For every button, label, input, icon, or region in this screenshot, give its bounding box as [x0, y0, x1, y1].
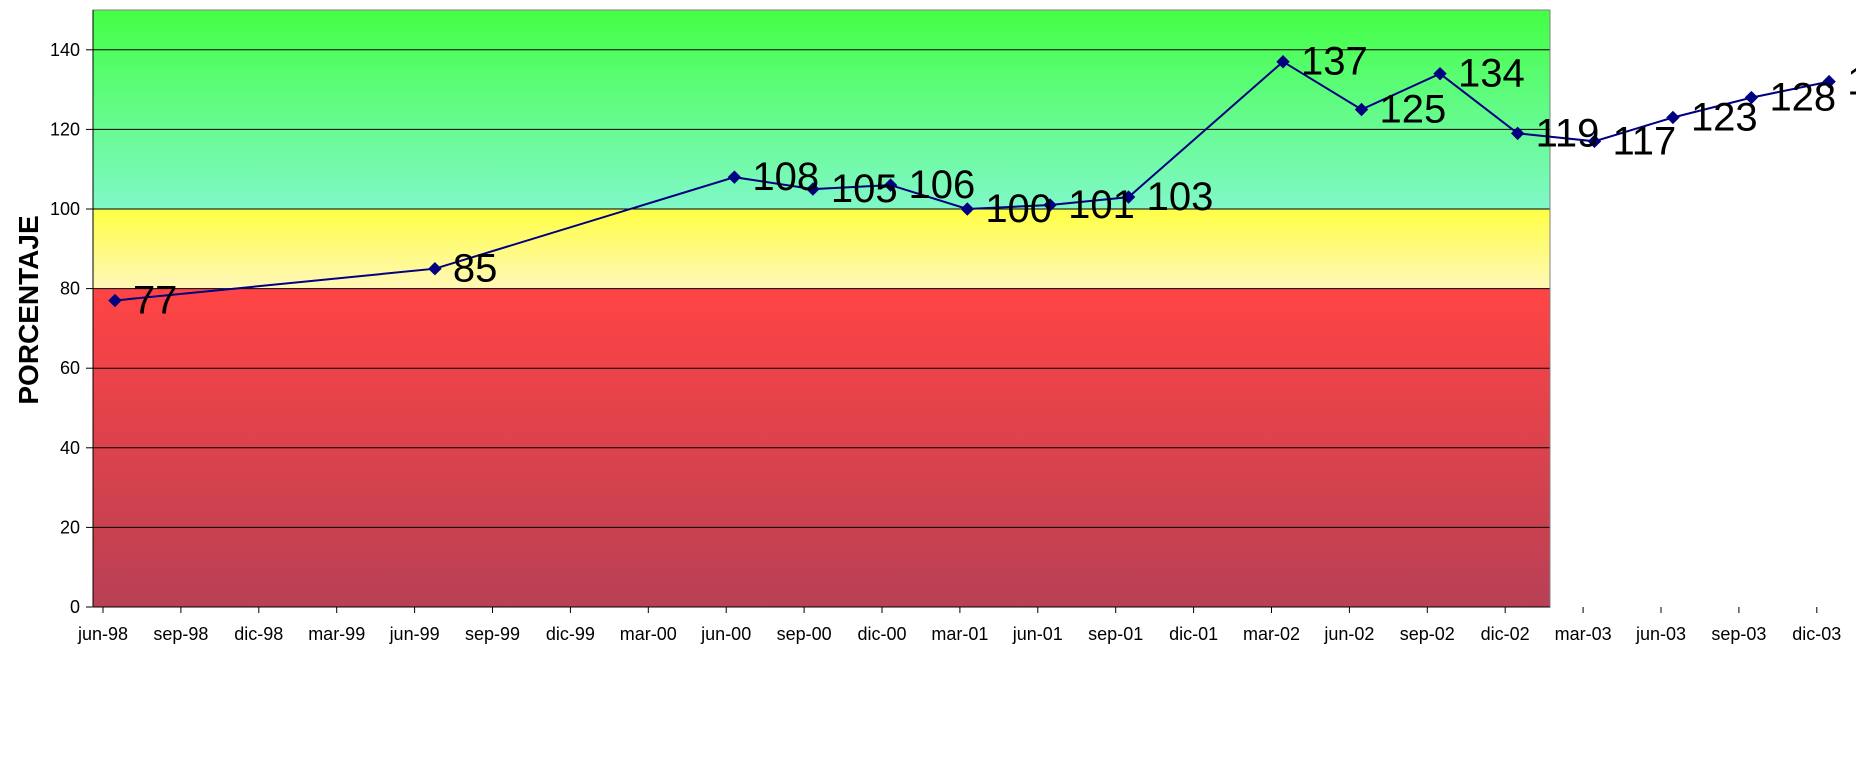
series-line-0: [114, 60, 1830, 302]
x-tick-label-mar-99: mar-99: [308, 624, 365, 644]
data-point-125: [1354, 102, 1369, 117]
zone-band-2: [93, 10, 1550, 209]
data-label-134: 134: [1458, 52, 1525, 96]
x-tick-labels: jun-98 sep-98 dic-98 mar-99 jun-99 sep-99 dic-…: [77, 624, 1841, 644]
y-tick-label-0: 0: [70, 597, 80, 617]
gridlines: [86, 49, 1550, 608]
y-tick-label-100: 100: [50, 199, 80, 219]
data-label-101: 101: [1068, 183, 1135, 227]
data-point-105: [806, 182, 820, 196]
data-label-106: 106: [909, 163, 976, 207]
data-point-117: [1587, 134, 1602, 149]
x-tick-label-mar-00: mar-00: [620, 624, 677, 644]
y-tick-label-40: 40: [60, 438, 80, 458]
x-tick-label-sep-03: sep-03: [1711, 624, 1766, 644]
data-label-105: 105: [831, 167, 898, 211]
x-tick-label-dic-98: dic-98: [234, 624, 283, 644]
data-label-85: 85: [453, 247, 498, 291]
data-label-100: 100: [985, 187, 1052, 231]
x-tick-label-jun-00: jun-00: [700, 624, 751, 644]
data-point-103: [1121, 190, 1136, 204]
axes: [92, 9, 1818, 613]
data-label-137: 137: [1301, 40, 1368, 84]
x-tick-label-mar-01: mar-01: [931, 624, 988, 644]
background-zones: [93, 10, 1550, 607]
data-label-77: 77: [133, 279, 178, 323]
data-label-103: 103: [1147, 175, 1214, 219]
data-label-128: 128: [1769, 76, 1836, 120]
x-tick-label-jun-99: jun-99: [389, 624, 440, 644]
data-label-119: 119: [1536, 111, 1600, 155]
x-tick-label-dic-99: dic-99: [546, 624, 595, 644]
zone-band-1: [93, 209, 1550, 289]
data-point-108: [727, 170, 742, 184]
data-label-132: 132: [1847, 60, 1856, 104]
data-point-128: [1744, 90, 1759, 105]
data-point-77: [108, 293, 122, 308]
x-tick-label-jun-01: jun-01: [1012, 624, 1063, 644]
x-tick-label-dic-02: dic-02: [1481, 624, 1530, 644]
x-tick-label-sep-02: sep-02: [1400, 624, 1455, 644]
data-point-106: [883, 178, 898, 192]
data-point-100: [960, 202, 975, 216]
data-label-123: 123: [1691, 95, 1758, 139]
data-label-117: 117: [1612, 119, 1676, 163]
x-tick-label-jun-02: jun-02: [1323, 624, 1374, 644]
y-tick-label-20: 20: [60, 517, 80, 537]
x-tick-label-jun-03: jun-03: [1635, 624, 1686, 644]
x-tick-label-dic-00: dic-00: [857, 624, 906, 644]
x-tick-label-sep-99: sep-99: [465, 624, 520, 644]
data-label-125: 125: [1380, 88, 1447, 132]
x-tick-label-dic-01: dic-01: [1169, 624, 1218, 644]
data-point-123: [1666, 110, 1680, 125]
data-point-119: [1510, 126, 1525, 141]
y-tick-labels: 0 20 40 60 80 100 120 140: [50, 40, 80, 617]
x-tick-label-mar-02: mar-02: [1243, 624, 1300, 644]
y-tick-label-140: 140: [50, 40, 80, 60]
data-point-85: [428, 261, 442, 276]
x-tick-label-sep-01: sep-01: [1088, 624, 1143, 644]
data-point-101: [1043, 198, 1057, 212]
y-tick-label-120: 120: [50, 119, 80, 139]
x-tick-label-jun-98: jun-98: [77, 624, 128, 644]
data-label-108: 108: [752, 155, 819, 199]
data-point-137: [1276, 55, 1290, 69]
x-tick-label-mar-03: mar-03: [1555, 624, 1612, 644]
x-tick-label-sep-00: sep-00: [777, 624, 832, 644]
y-axis-title: PORCENTAJE: [13, 215, 44, 404]
data-point-132: [1822, 74, 1836, 89]
x-tick-label-dic-03: dic-03: [1792, 624, 1841, 644]
x-tick-label-sep-98: sep-98: [153, 624, 208, 644]
series: [108, 55, 1836, 308]
y-tick-label-80: 80: [60, 279, 80, 299]
y-tick-label-60: 60: [60, 358, 80, 378]
data-point-134: [1433, 66, 1447, 81]
